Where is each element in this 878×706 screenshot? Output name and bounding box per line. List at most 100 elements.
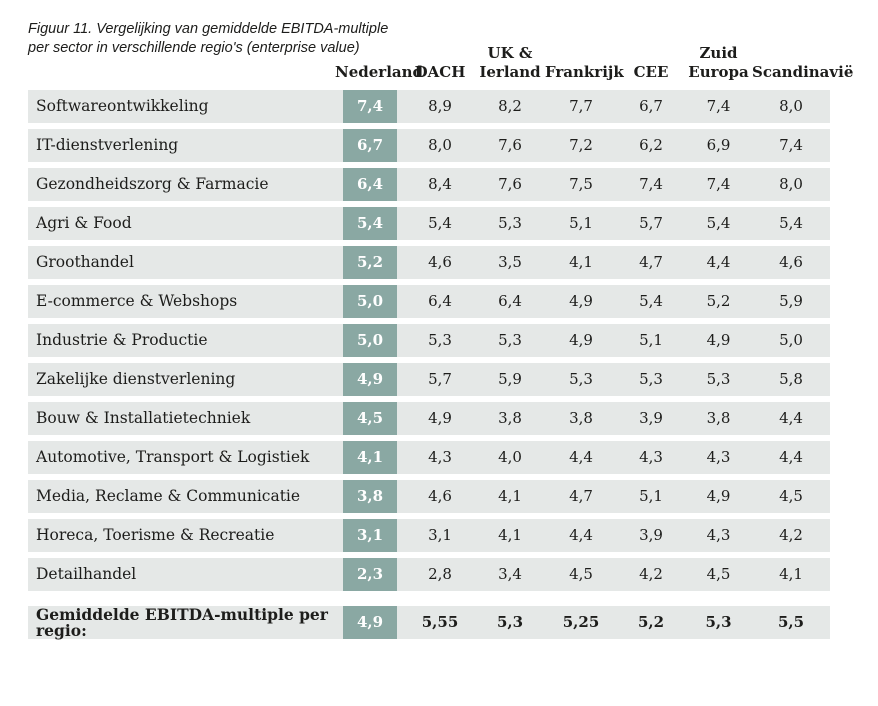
nederland-cell: 4,1: [335, 441, 405, 474]
nederland-cell: 5,0: [335, 324, 405, 357]
nederland-value-badge: 3,8: [343, 480, 397, 513]
value-cell-zuid-europa: 3,8: [706, 409, 731, 427]
value-cell-cee: 5,1: [639, 487, 663, 505]
value-cell-zuid-europa: 7,4: [706, 97, 731, 115]
sector-label: Gezondheidszorg & Farmacie: [36, 174, 269, 193]
table-row: IT-dienstverlening 6,7 8,0 7,6 7,2 6,2 6…: [28, 129, 830, 162]
sector-label: Media, Reclame & Communicatie: [36, 486, 301, 505]
table-row: Zakelijke dienstverlening 4,9 5,7 5,9 5,…: [28, 363, 830, 396]
value-cell-scandinavie: 4,4: [779, 448, 803, 466]
value-cell-uk-ierland: 7,6: [498, 175, 522, 193]
footer-value-uk-ierland: 5,3: [496, 613, 524, 631]
value-cell-scandinavie: 8,0: [779, 97, 803, 115]
value-cell-dach: 8,4: [428, 175, 452, 193]
table-row: Gezondheidszorg & Farmacie 6,4 8,4 7,6 7…: [28, 168, 830, 201]
value-cell-scandinavie: 4,2: [779, 526, 803, 544]
value-cell-cee: 6,7: [639, 97, 663, 115]
column-header-cee: CEE: [633, 63, 669, 81]
value-cell-dach: 4,3: [428, 448, 452, 466]
value-cell-scandinavie: 8,0: [779, 175, 803, 193]
column-header-frankrijk: Frankrijk: [545, 63, 624, 81]
nederland-value-badge: 4,1: [343, 441, 397, 474]
column-header-uk-ierland: UK & Ierland: [479, 44, 541, 81]
value-cell-frankrijk: 7,2: [569, 136, 593, 154]
value-cell-frankrijk: 7,7: [569, 97, 593, 115]
nederland-cell: 3,8: [335, 480, 405, 513]
table-row: Industrie & Productie 5,0 5,3 5,3 4,9 5,…: [28, 324, 830, 357]
value-cell-scandinavie: 4,1: [779, 565, 803, 583]
value-cell-scandinavie: 5,0: [779, 331, 803, 349]
value-cell-frankrijk: 4,9: [569, 292, 593, 310]
sector-label: E-commerce & Webshops: [36, 291, 238, 310]
value-cell-zuid-europa: 5,2: [706, 292, 731, 310]
value-cell-frankrijk: 4,1: [569, 253, 593, 271]
value-cell-dach: 8,9: [428, 97, 452, 115]
nederland-cell: 5,0: [335, 285, 405, 318]
value-cell-dach: 4,9: [428, 409, 452, 427]
figure-title: Figuur 11. Vergelijking van gemiddelde E…: [28, 21, 389, 56]
nederland-value-badge: 5,0: [343, 324, 397, 357]
nederland-value-badge: 5,0: [343, 285, 397, 318]
nederland-value-badge: 6,4: [343, 168, 397, 201]
value-cell-uk-ierland: 3,5: [498, 253, 522, 271]
value-cell-uk-ierland: 7,6: [498, 136, 522, 154]
value-cell-dach: 6,4: [428, 292, 452, 310]
table-row: Bouw & Installatietechniek 4,5 4,9 3,8 3…: [28, 402, 830, 435]
value-cell-scandinavie: 5,8: [779, 370, 803, 388]
table-body: Softwareontwikkeling 7,4 8,9 8,2 7,7 6,7…: [28, 90, 830, 591]
value-cell-uk-ierland: 5,9: [498, 370, 522, 388]
value-cell-zuid-europa: 5,3: [706, 370, 731, 388]
nederland-value-badge: 7,4: [343, 90, 397, 123]
value-cell-frankrijk: 5,3: [569, 370, 593, 388]
sector-label: Industrie & Productie: [36, 330, 208, 349]
value-cell-cee: 5,3: [639, 370, 663, 388]
nederland-cell: 5,4: [335, 207, 405, 240]
value-cell-zuid-europa: 4,4: [706, 253, 731, 271]
sector-label: Zakelijke dienstverlening: [36, 369, 236, 388]
value-cell-uk-ierland: 3,4: [498, 565, 522, 583]
table-row: Horeca, Toerisme & Recreatie 3,1 3,1 4,1…: [28, 519, 830, 552]
value-cell-uk-ierland: 4,0: [498, 448, 522, 466]
nederland-cell: 7,4: [335, 90, 405, 123]
value-cell-zuid-europa: 6,9: [706, 136, 731, 154]
value-cell-scandinavie: 4,4: [779, 409, 803, 427]
sector-label: Softwareontwikkeling: [36, 96, 209, 115]
value-cell-cee: 3,9: [639, 409, 663, 427]
value-cell-zuid-europa: 4,9: [706, 487, 731, 505]
value-cell-dach: 5,3: [428, 331, 452, 349]
table-row: Automotive, Transport & Logistiek 4,1 4,…: [28, 441, 830, 474]
nederland-cell: 6,7: [335, 129, 405, 162]
nederland-cell: 2,3: [335, 558, 405, 591]
value-cell-cee: 3,9: [639, 526, 663, 544]
nederland-cell: 6,4: [335, 168, 405, 201]
value-cell-scandinavie: 4,5: [779, 487, 803, 505]
value-cell-zuid-europa: 4,5: [706, 565, 731, 583]
footer-nederland-cell: 4,9: [335, 606, 405, 639]
nederland-value-badge: 2,3: [343, 558, 397, 591]
value-cell-cee: 4,2: [639, 565, 663, 583]
nederland-value-badge: 5,2: [343, 246, 397, 279]
table-footer-row: Gemiddelde EBITDA-multiple per regio: 4,…: [28, 606, 830, 639]
value-cell-frankrijk: 5,1: [569, 214, 593, 232]
value-cell-zuid-europa: 4,3: [706, 448, 731, 466]
value-cell-scandinavie: 5,9: [779, 292, 803, 310]
value-cell-zuid-europa: 7,4: [706, 175, 731, 193]
column-header-dach: DACH: [414, 63, 466, 81]
sector-label: Horeca, Toerisme & Recreatie: [36, 525, 275, 544]
table-row: Softwareontwikkeling 7,4 8,9 8,2 7,7 6,7…: [28, 90, 830, 123]
value-cell-uk-ierland: 5,3: [498, 214, 522, 232]
nederland-average-badge: 4,9: [343, 606, 397, 639]
value-cell-frankrijk: 4,4: [569, 448, 593, 466]
value-cell-cee: 5,4: [639, 292, 663, 310]
value-cell-cee: 4,7: [639, 253, 663, 271]
footer-value-zuid-europa: 5,3: [705, 613, 732, 631]
value-cell-frankrijk: 7,5: [569, 175, 593, 193]
column-header-zuid-europa: Zuid Europa: [688, 44, 749, 81]
value-cell-uk-ierland: 8,2: [498, 97, 522, 115]
footer-value-dach: 5,55: [421, 613, 459, 631]
value-cell-uk-ierland: 6,4: [498, 292, 522, 310]
sector-label: Agri & Food: [36, 213, 132, 232]
value-cell-cee: 5,1: [639, 331, 663, 349]
footer-value-scandinavie: 5,5: [777, 613, 805, 631]
